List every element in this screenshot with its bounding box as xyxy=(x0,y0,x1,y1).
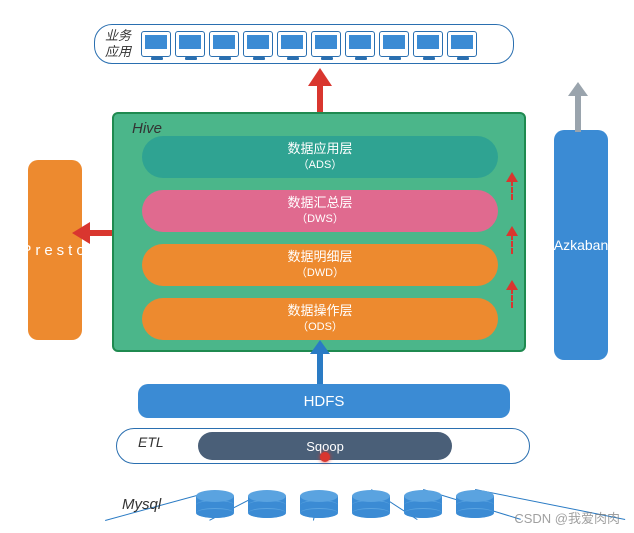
arrow-hive-to-biz-stem xyxy=(317,84,323,114)
business-label: 业务应用 xyxy=(105,28,135,59)
hive-layer: 数据应用层（ADS） xyxy=(142,136,498,178)
sqoop-box: Sqoop xyxy=(198,432,452,460)
layer-title: 数据汇总层 xyxy=(287,195,352,212)
layer-title: 数据应用层 xyxy=(287,141,352,158)
presto-box: Presto xyxy=(28,160,82,340)
layer-title: 数据操作层 xyxy=(287,303,352,320)
monitor-icon xyxy=(209,31,239,57)
layer-sub: （DWS） xyxy=(296,212,344,226)
monitor-icon xyxy=(311,31,341,57)
dashed-arrow-up xyxy=(506,226,524,250)
azkaban-box: Azkaban xyxy=(554,130,608,360)
dashed-arrow-up xyxy=(506,280,524,304)
arrow-hive-to-presto-stem xyxy=(88,230,114,236)
layer-title: 数据明细层 xyxy=(287,249,352,266)
dashed-arrow-up xyxy=(506,172,524,196)
monitor-icon xyxy=(175,31,205,57)
presto-label: Presto xyxy=(21,242,88,259)
monitor-icon xyxy=(141,31,171,57)
arrow-azkaban-up-stem xyxy=(575,94,581,132)
etl-label: ETL xyxy=(138,434,164,450)
hdfs-box: HDFS xyxy=(138,384,510,418)
sqoop-dot-icon xyxy=(320,452,330,462)
hive-layer: 数据汇总层（DWS） xyxy=(142,190,498,232)
layer-sub: （DWD） xyxy=(296,266,344,280)
watermark: CSDN @我爱肉肉 xyxy=(514,508,620,527)
hive-layer: 数据明细层（DWD） xyxy=(142,244,498,286)
layer-sub: （ADS） xyxy=(298,158,343,172)
hive-layer: 数据操作层（ODS） xyxy=(142,298,498,340)
layer-sub: （ODS） xyxy=(297,320,343,334)
monitor-icon xyxy=(413,31,443,57)
monitor-icon xyxy=(277,31,307,57)
monitor-icon xyxy=(345,31,375,57)
hive-label: Hive xyxy=(132,120,162,137)
azkaban-label: Azkaban xyxy=(554,237,608,253)
monitor-icon xyxy=(379,31,409,57)
business-app-row: 业务应用 xyxy=(94,24,514,64)
hdfs-label: HDFS xyxy=(304,393,345,410)
monitor-icon xyxy=(447,31,477,57)
monitor-icon xyxy=(243,31,273,57)
mysql-label: Mysql xyxy=(122,496,161,513)
